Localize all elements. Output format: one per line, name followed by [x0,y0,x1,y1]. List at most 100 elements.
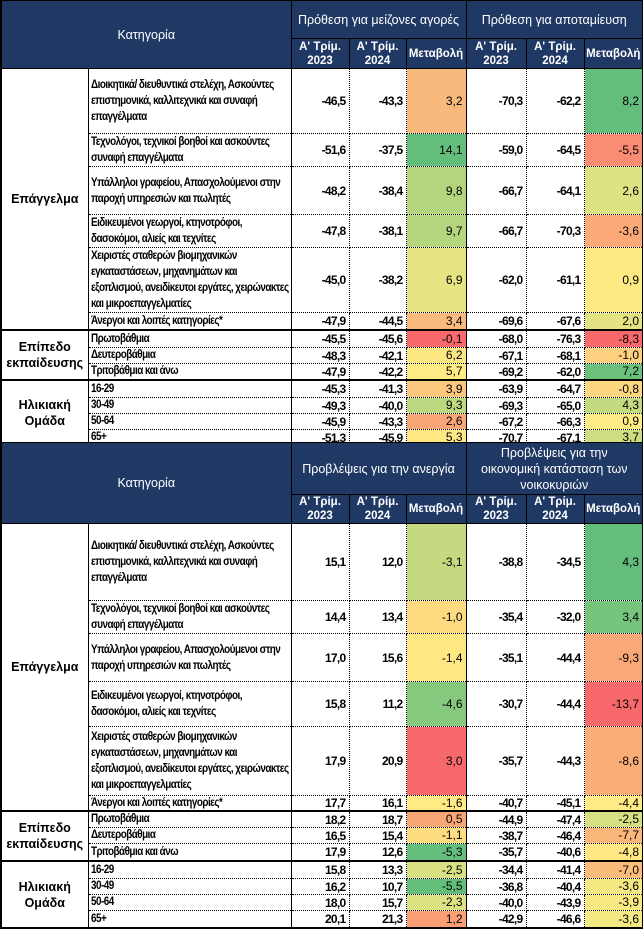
value-a-2024: 15,4 [349,827,407,844]
value-b-2023: -30,7 [466,681,527,727]
row-label-text: 30-49 [90,880,114,892]
row-label: Τριτοβάθμια και άνω [88,843,292,862]
value-a-2023: 15,8 [291,860,350,879]
value-b-2024: -46,6 [526,910,585,929]
row-label: Πρωτοβάθμια [88,810,292,828]
row-label-text: 16-29 [90,864,114,876]
value-b-2024: -65,0 [526,397,585,414]
table-row: Δευτεροβάθμια 16,5 15,4 -1,1 -38,7 -46,4 -7,7 [1,827,643,844]
value-a-2023: 15,1 [291,523,350,601]
value-a-2023: 15,8 [291,681,350,727]
value-a-2023: -49,3 [291,397,350,414]
value-a-2023: 17,7 [291,795,350,812]
value-b-2023: -40,7 [466,795,527,812]
row-label-text: Πρωτοβάθμια [90,333,150,345]
change-b: -7,7 [584,827,643,844]
value-b-2023: -36,8 [466,878,527,895]
change-b: -4,8 [584,843,643,862]
change-b: -4,4 [584,795,643,812]
group-label: Επίπεδο εκπαίδευσης [0,810,89,861]
value-a-2023: -45,0 [291,247,350,313]
row-label-text: 50-64 [90,415,114,427]
value-b-2024: -40,4 [526,878,585,895]
row-label: 50-64 [88,413,292,430]
change-a: 6,9 [406,247,467,313]
change-a: 9,7 [406,214,467,248]
row-label: 30-49 [88,878,292,895]
value-a-2024: 13,3 [349,860,407,879]
value-a-2023: -45,9 [291,413,350,430]
row-label-text: Ειδικευμένοι γεωργοί, κτηνοτρόφοι, δασοκ… [90,217,242,245]
value-b-2024: -46,4 [526,827,585,844]
table-row: Τριτοβάθμια και άνω 17,9 12,6 -5,3 -35,7 -40,… [1,843,643,862]
value-b-2024: -68,1 [526,347,585,364]
change-a: -2,3 [406,894,467,911]
row-label-text: Τριτοβάθμια και άνω [90,846,179,858]
change-a: -1,6 [406,795,467,812]
value-a-2024: 21,3 [349,910,407,929]
value-a-2024: 18,7 [349,810,407,828]
change-b: -3,6 [584,878,643,895]
value-a-2023: 20,1 [291,910,350,929]
table-row: Τεχνολόγοι, τεχνικοί βοηθοί και ασκούντε… [1,600,643,634]
change-a: -3,1 [406,523,467,601]
row-label-text: Τεχνολόγοι, τεχνικοί βοηθοί και ασκούντε… [90,603,270,631]
row-label: Άνεργοι και λοιπές κατηγορίες* [88,795,292,812]
row-label-text: Τριτοβάθμια και άνω [90,365,179,377]
value-a-2024: -44,5 [349,312,407,331]
row-label: 50-64 [88,894,292,911]
value-b-2024: -67,6 [526,312,585,331]
row-label: Ειδικευμένοι γεωργοί, κτηνοτρόφοι, δασοκ… [88,681,292,727]
value-b-2024: -64,5 [526,133,585,167]
row-label-text: Άνεργοι και λοιπές κατηγορίες* [90,797,223,809]
value-b-2024: -62,2 [526,68,585,134]
value-b-2024: -34,5 [526,523,585,601]
table-row: 30-49 16,2 10,7 -5,5 -36,8 -40,4 -3,6 [1,878,643,895]
change-a: -5,3 [406,843,467,862]
value-a-2023: -51,6 [291,133,350,167]
value-a-2024: 11,2 [349,681,407,727]
value-b-2024: -61,1 [526,247,585,313]
value-b-2023: -69,3 [466,397,527,414]
value-b-2023: -62,0 [466,247,527,313]
column-header-change: Μεταβολή [583,38,643,69]
change-a: 3,9 [406,379,467,398]
table-row: Τριτοβάθμια και άνω -47,9 -42,2 5,7 -69,2 -62… [1,363,643,381]
group-label: Ηλικιακή Ομάδα [0,860,89,929]
header-row: Κατηγορία Προβλέψεις για την ανεργία Προβλ… [0,442,643,524]
metric-group-header: Πρόθεση για μείζονες αγορές [290,0,467,39]
table-row: Χειριστές σταθερών βιομηχανικών εγκαταστ… [1,726,643,796]
row-label: Πρωτοβάθμια [88,329,292,348]
change-a: 6,2 [406,347,467,364]
category-header: Κατηγορία [0,0,292,69]
table-row: 50-64 -45,9 -43,3 2,6 -67,2 -66,3 0,9 [1,413,643,430]
row-label-text: 50-64 [90,896,114,908]
change-b: -1,0 [584,347,643,364]
change-a: -1,4 [406,633,467,682]
row-label-text: Χειριστές σταθερών βιομηχανικών εγκαταστ… [90,250,289,310]
table-row: 50-64 18,0 15,7 -2,3 -40,0 -43,9 -3,9 [1,894,643,911]
value-a-2024: -38,2 [349,247,407,313]
change-b: 0,9 [584,247,643,313]
table-row: Άνεργοι και λοιπές κατηγορίες* 17,7 16,1 -1… [1,795,643,812]
change-a: -2,5 [406,860,467,879]
column-header-q2024: Α' Τρίμ. 2024 [525,38,585,69]
row-label-text: Υπάλληλοι γραφείου, Απασχολούμενοι στην … [90,176,281,205]
subheader-row: Α' Τρίμ. 2023 Α' Τρίμ. 2024 Μεταβολή Α' Τρί… [1,38,643,69]
value-b-2024: -62,0 [526,363,585,381]
change-b: -8,6 [584,726,643,796]
value-a-2023: -45,5 [291,329,350,348]
value-a-2023: 17,9 [291,726,350,796]
value-b-2024: -66,3 [526,413,585,430]
change-b: -3,6 [584,910,643,929]
value-b-2024: -64,1 [526,166,585,215]
table-row: Επάγγελμα Διοικητικά/ διευθυντικά στελέχη… [0,523,643,811]
value-a-2024: -42,2 [349,363,407,381]
group-label: Ηλικιακή Ομάδα [0,379,89,447]
value-b-2023: -63,9 [466,379,527,398]
value-b-2023: -66,7 [466,166,527,215]
value-a-2023: 18,0 [291,894,350,911]
category-header: Κατηγορία [0,442,292,524]
value-b-2023: -68,0 [466,329,527,348]
header-row: Κατηγορία Πρόθεση για μείζονες αγορές Πρόθ… [0,0,643,69]
